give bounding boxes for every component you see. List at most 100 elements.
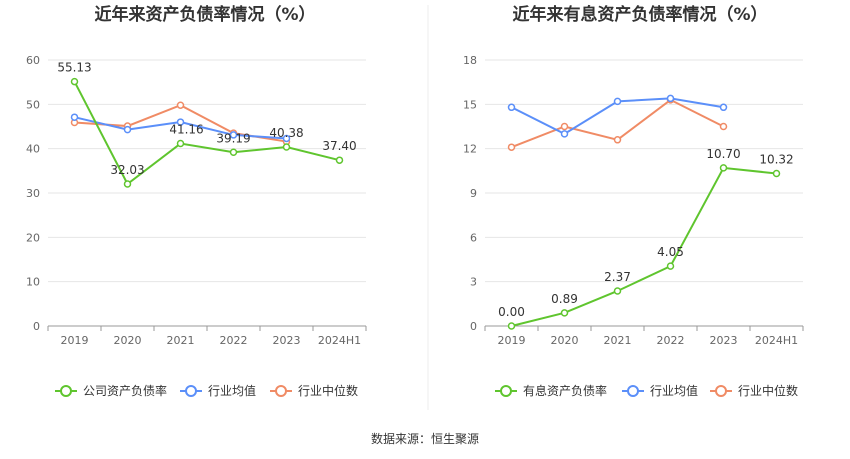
y-axis: 0 10 20 30 40 50 60 [26,54,40,333]
data-point-industry_avg [123,125,132,134]
y-tick-label: 12 [463,143,477,156]
y-tick-label: 18 [463,54,477,67]
data-label: 41.16 [169,123,203,137]
data-point-company [123,180,132,188]
data-label: 10.70 [706,147,740,161]
legend-item-company[interactable]: 公司资产负债率 [55,383,167,398]
legend: 公司资产负债率 行业均值 行业中位数 [55,383,358,398]
legend-marker [627,385,639,397]
data-labels: 55.13 32.03 41.16 39.19 40.38 37.40 [57,61,356,177]
x-tick-label: 2020 [114,334,142,347]
data-point-company [70,77,79,86]
data-point-industry_median [719,122,728,131]
legend-marker [185,385,197,397]
data-point-industry_median [507,143,516,151]
legend-marker [275,385,287,397]
x-tick-label: 2024H1 [755,334,798,347]
legend-item-industry_avg[interactable]: 行业均值 [180,383,256,398]
y-tick-label: 10 [26,276,40,289]
chart-title: 近年来资产负债率情况（%） [94,4,315,25]
y-tick-label: 60 [26,54,40,67]
legend: 有息资产负债率 行业均值 行业中位数 [495,383,798,398]
legend-label: 行业均值 [650,383,698,398]
data-point-industry_avg [282,134,291,143]
data-point-industry_avg [666,94,675,103]
data-point-company [229,148,238,157]
legend-label: 公司资产负债率 [83,383,167,398]
data-label: 32.03 [110,163,144,177]
legend-marker [715,385,727,397]
data-point-company [772,169,781,178]
series-line-company [511,166,777,327]
y-tick-label: 50 [26,98,40,111]
data-label: 37.40 [322,139,356,153]
x-tick-label: 2021 [604,334,632,347]
debt-ratio-chart: 近年来资产负债率情况（%） 0 10 20 30 40 50 60 2019 2020 2021… [26,4,367,398]
grid [48,59,366,283]
y-tick-label: 20 [26,231,40,244]
y-tick-label: 0 [470,320,477,333]
data-point-industry_avg [719,103,728,112]
data-label: 4.05 [657,245,684,259]
data-label: 55.13 [57,61,91,75]
legend-label: 行业中位数 [298,383,358,398]
legend-label: 行业均值 [208,383,256,398]
x-tick-label: 2019 [61,334,89,347]
data-point-company [507,322,516,330]
series-line-company [73,81,340,186]
data-point-company [282,143,291,151]
data-point-industry_avg [613,97,622,106]
y-tick-label: 0 [33,320,40,333]
data-point-company [613,287,622,295]
x-tick-label: 2019 [498,334,526,347]
interest-bearing-debt-ratio-chart: 近年来有息资产负债率情况（%） 0 3 6 9 12 15 18 2019 2020 2021 2… [463,4,804,398]
data-point-company [335,156,344,164]
series-group [70,77,344,188]
x-tick-label: 2024H1 [318,334,361,347]
x-tick-label: 2023 [710,334,738,347]
legend-marker [60,385,72,397]
y-tick-label: 6 [470,231,477,244]
legend-item-industry_median[interactable]: 行业中位数 [710,383,798,398]
legend-marker [500,385,512,397]
x-tick-label: 2020 [551,334,579,347]
x-tick-label: 2022 [220,334,248,347]
series-group [507,94,781,330]
y-tick-label: 15 [463,98,477,111]
data-source: 数据来源：恒生聚源 [371,431,479,446]
legend-item-industry_median[interactable]: 行业中位数 [270,383,358,398]
data-point-company [560,309,569,317]
x-tick-label: 2023 [273,334,301,347]
data-label: 10.32 [759,152,793,166]
y-tick-label: 9 [470,187,477,200]
y-axis: 0 3 6 9 12 15 18 [463,54,477,333]
data-point-industry_avg [229,131,238,139]
x-axis: 2019 2020 2021 2022 2023 2024H1 [484,325,804,347]
legend-label: 有息资产负债率 [523,383,607,398]
data-point-company [719,164,728,172]
grid [485,59,803,283]
data-label: 0.89 [551,292,578,306]
data-point-industry_median [560,122,569,131]
data-point-company [176,139,185,148]
legend-item-industry_avg[interactable]: 行业均值 [622,383,698,398]
data-point-company [666,262,675,270]
data-label: 0.00 [498,305,525,319]
data-point-industry_avg [507,103,516,112]
data-label: 2.37 [604,270,631,284]
x-tick-label: 2021 [167,334,195,347]
x-axis: 2019 2020 2021 2022 2023 2024H1 [47,325,367,347]
y-tick-label: 3 [470,276,477,289]
chart-title: 近年来有息资产负债率情况（%） [512,4,767,25]
data-point-industry_avg [176,118,185,126]
y-tick-label: 30 [26,187,40,200]
data-point-industry_median [176,101,185,109]
data-labels: 0.00 0.89 2.37 4.05 10.70 10.32 [498,147,794,319]
legend-item-company[interactable]: 有息资产负债率 [495,383,607,398]
data-point-industry_avg [70,113,79,121]
legend-label: 行业中位数 [738,383,798,398]
data-label: 39.19 [216,131,250,145]
data-point-industry_avg [560,130,569,138]
y-tick-label: 40 [26,143,40,156]
